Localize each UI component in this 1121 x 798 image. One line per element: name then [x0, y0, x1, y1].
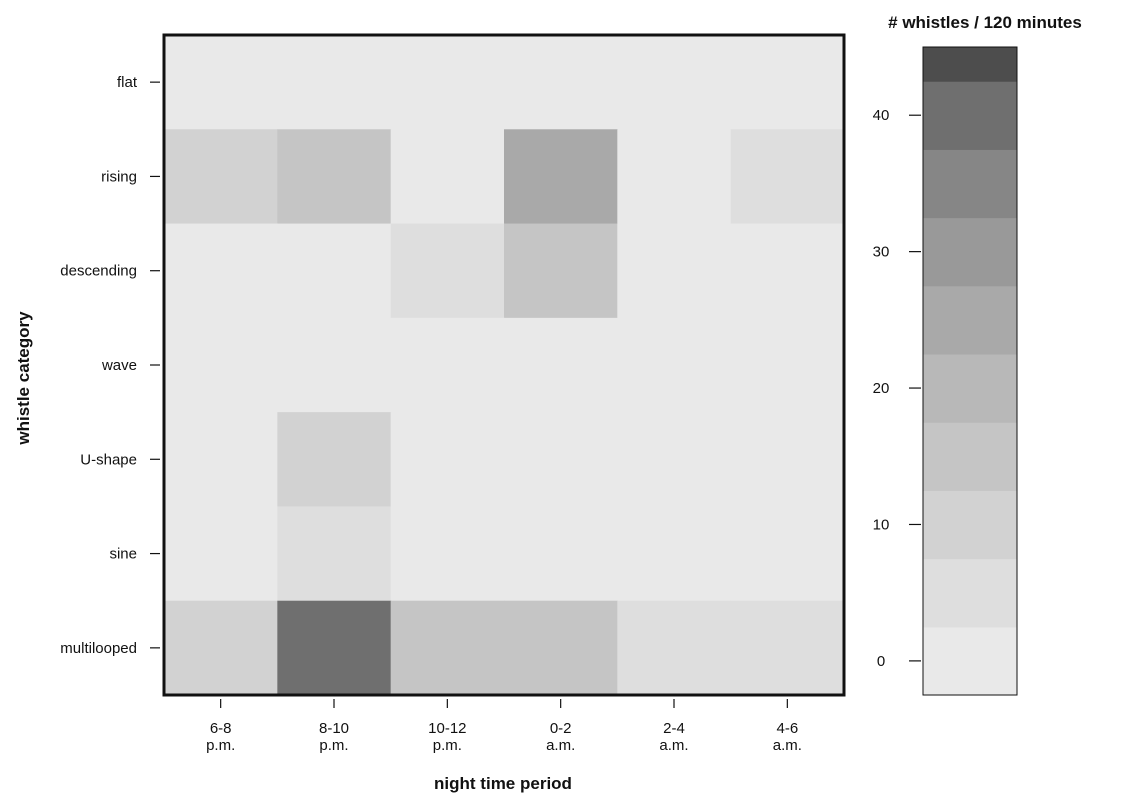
- heatmap-cell-U-shape-1: [277, 412, 392, 508]
- colorbar-swatch: [923, 490, 1017, 560]
- heatmap-cell-multilooped-2: [390, 600, 505, 696]
- heatmap-cell-U-shape-4: [617, 412, 732, 508]
- heatmap-cell-U-shape-0: [164, 412, 278, 508]
- colorbar-swatch: [923, 217, 1017, 287]
- colorbar-swatch: [923, 353, 1017, 423]
- colorbar-swatch: [923, 422, 1017, 491]
- heatmap-cell-descending-0: [164, 223, 278, 319]
- x-tick-label: 10-12: [428, 720, 466, 737]
- heatmap-cell-rising-5: [730, 129, 845, 225]
- heatmap-cell-flat-1: [277, 35, 392, 130]
- heatmap-cell-flat-0: [164, 35, 278, 130]
- heatmap-cell-wave-4: [617, 317, 732, 413]
- heatmap-cell-rising-2: [390, 129, 505, 225]
- colorbar-tick-label: 10: [873, 516, 890, 533]
- y-tick-label-flat: flat: [117, 74, 138, 91]
- heatmap-cell-flat-2: [390, 35, 505, 130]
- x-tick-label: p.m.: [206, 737, 235, 754]
- heatmap-cell-multilooped-4: [617, 600, 732, 696]
- heatmap-cell-multilooped-3: [504, 600, 618, 696]
- colorbar-swatch: [923, 47, 1017, 82]
- y-tick-label-descending: descending: [60, 263, 137, 280]
- x-tick-label: a.m.: [659, 737, 688, 754]
- heatmap-cell-descending-4: [617, 223, 732, 319]
- x-tick-label: 2-4: [663, 720, 685, 737]
- heatmap-cell-sine-2: [390, 506, 505, 602]
- heatmap-cell-sine-3: [504, 506, 618, 602]
- heatmap-cell-rising-1: [277, 129, 392, 225]
- heatmap-cell-sine-1: [277, 506, 392, 602]
- x-tick-label: a.m.: [546, 737, 575, 754]
- heatmap-cell-flat-5: [730, 35, 845, 130]
- heatmap-cell-wave-5: [730, 317, 845, 413]
- heatmap-cell-multilooped-0: [164, 600, 278, 696]
- x-tick-label: p.m.: [319, 737, 348, 754]
- colorbar-title: # whistles / 120 minutes: [888, 13, 1082, 32]
- x-tick-label: 8-10: [319, 720, 349, 737]
- colorbar-swatch: [923, 626, 1017, 696]
- heatmap-cell-flat-4: [617, 35, 732, 130]
- y-tick-label-rising: rising: [101, 168, 137, 185]
- heatmap-cell-multilooped-5: [730, 600, 845, 696]
- heatmap-cell-wave-1: [277, 317, 392, 413]
- heatmap-cell-rising-3: [504, 129, 618, 225]
- colorbar-tick-label: 30: [873, 244, 890, 261]
- heatmap-cell-descending-3: [504, 223, 618, 319]
- colorbar-swatch: [923, 558, 1017, 628]
- colorbar-swatch: [923, 285, 1017, 355]
- x-tick-label: 6-8: [210, 720, 232, 737]
- x-tick-label: 4-6: [776, 720, 798, 737]
- heatmap-cell-descending-5: [730, 223, 845, 319]
- heatmap-cell-wave-3: [504, 317, 618, 413]
- y-tick-label-U-shape: U-shape: [80, 451, 137, 468]
- colorbar-frame: [922, 46, 1018, 696]
- x-axis: 6-8p.m.8-10p.m.10-12p.m.0-2a.m.2-4a.m.4-…: [206, 699, 802, 754]
- y-axis-title: whistle category: [14, 311, 33, 446]
- plot-frame: [162, 33, 846, 697]
- x-tick-label: a.m.: [773, 737, 802, 754]
- colorbar-legend: 0 10 20 30 40: [873, 46, 1018, 696]
- heatmap-cell-U-shape-2: [390, 412, 505, 508]
- heatmap-cell-U-shape-3: [504, 412, 618, 508]
- heatmap-cell-multilooped-1: [277, 600, 392, 696]
- heatmap-cell-wave-0: [164, 317, 278, 413]
- heatmap-cell-sine-5: [730, 506, 845, 602]
- x-axis-title: night time period: [434, 774, 572, 793]
- heatmap-cell-descending-1: [277, 223, 392, 319]
- heatmap-cell-sine-4: [617, 506, 732, 602]
- colorbar-swatch: [923, 149, 1017, 219]
- colorbar-tick-label: 0: [877, 653, 885, 670]
- y-tick-label-wave: wave: [101, 357, 137, 374]
- heatmap-cell-wave-2: [390, 317, 505, 413]
- heatmap-cell-descending-2: [390, 223, 505, 319]
- x-tick-label: p.m.: [433, 737, 462, 754]
- y-tick-label-sine: sine: [109, 546, 137, 563]
- y-tick-label-multilooped: multilooped: [60, 640, 137, 657]
- colorbar-tick-label: 20: [873, 380, 890, 397]
- x-tick-label: 0-2: [550, 720, 572, 737]
- colorbar-tick-label: 40: [873, 107, 890, 124]
- colorbar-swatch: [923, 81, 1017, 150]
- heatmap-cell-U-shape-5: [730, 412, 845, 508]
- y-axis: flat rising descending wave U-shape sine multi…: [60, 74, 160, 657]
- heatmap-cell-sine-0: [164, 506, 278, 602]
- heatmap-cell-rising-0: [164, 129, 278, 225]
- heatmap-cell-rising-4: [617, 129, 732, 225]
- heatmap-cell-flat-3: [504, 35, 618, 130]
- heatmap-cells: [164, 35, 845, 696]
